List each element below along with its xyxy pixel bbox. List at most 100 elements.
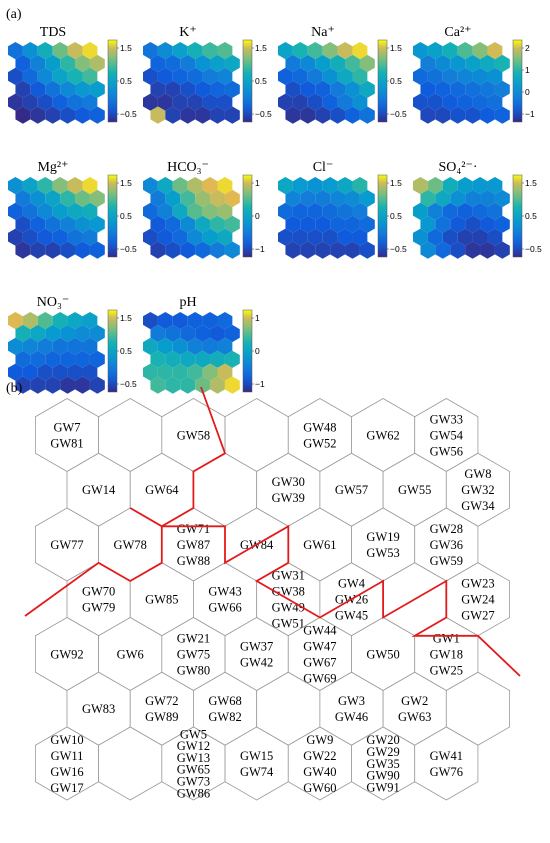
- som-hex-cell: [210, 106, 225, 124]
- som-hex-cell: [195, 376, 211, 394]
- colorbar-tick-label: −0.5: [120, 109, 137, 119]
- som-hex-cell: [480, 241, 495, 259]
- som-hex-cell: [22, 228, 38, 246]
- som-hex-cell: [292, 67, 308, 85]
- sample-label: GW35: [366, 757, 399, 771]
- som-hex-cell: [187, 363, 203, 381]
- som-hex-cell: [435, 54, 451, 73]
- som-hex-cell: [345, 189, 360, 208]
- som-hex-cell: [172, 337, 188, 355]
- som-hex-cell: [172, 202, 188, 220]
- som-hex-cell: [315, 106, 331, 124]
- sample-label: GW47: [303, 639, 336, 653]
- som-hex-cell: [202, 42, 218, 60]
- som-hex-cell: [15, 241, 31, 259]
- som-hex-cell: [224, 80, 240, 98]
- component-plane: pH 1 0 −1: [143, 295, 265, 394]
- som-hex-cell: [300, 106, 316, 124]
- som-hex-cell: [345, 215, 360, 233]
- som-hex-cell: [487, 42, 503, 60]
- som-hex-cell: [8, 177, 23, 195]
- som-hex-cell: [45, 215, 61, 233]
- som-hex-cell: [195, 241, 211, 259]
- som-hex-cell: [60, 54, 76, 73]
- sample-label: GW5: [180, 727, 207, 741]
- map-title: pH: [179, 295, 196, 310]
- som-hex-cell: [224, 215, 240, 233]
- som-hex-cell: [30, 215, 46, 233]
- colorbar: [512, 174, 523, 258]
- som-hex-cell: [472, 42, 488, 60]
- som-hex-cell: [413, 93, 428, 111]
- som-hex-cell: [442, 202, 458, 220]
- som-hex-cell: [442, 93, 458, 111]
- sample-label: GW36: [430, 538, 463, 552]
- som-hex-cell: [67, 93, 83, 111]
- sample-label: GW33: [430, 412, 463, 426]
- colorbar-tick-label: 0.5: [390, 76, 402, 86]
- som-hex-cell: [494, 241, 510, 259]
- colorbar-tick-label: 0.5: [120, 211, 132, 221]
- som-hex-cell: [52, 363, 68, 381]
- sample-label: GW1: [433, 631, 460, 645]
- som-hex-cell: [82, 337, 98, 355]
- sample-label: GW39: [272, 491, 305, 505]
- sample-label: GW10: [50, 733, 83, 747]
- colorbar-tick-label: 1.5: [120, 313, 132, 323]
- som-node: GW21 GW75 GW80: [161, 617, 226, 691]
- sample-label: GW75: [177, 647, 210, 661]
- som-hex-cell: [89, 350, 105, 368]
- som-hex-cell: [487, 228, 503, 246]
- colorbar-tick-label: −1: [255, 379, 265, 389]
- sample-label: GW49: [272, 601, 305, 615]
- sample-label: GW51: [272, 617, 305, 631]
- sample-label: GW82: [208, 710, 241, 724]
- colorbar-tick-label: 1: [255, 178, 260, 188]
- sample-label: GW2: [401, 694, 428, 708]
- colorbar-tick-label: 0.5: [390, 211, 402, 221]
- som-hex-cell: [413, 177, 428, 195]
- som-hex-cell: [322, 202, 338, 220]
- colorbar-tick-label: 1: [525, 65, 530, 75]
- som-hex-cell: [345, 241, 360, 259]
- som-hex-cell: [187, 312, 203, 330]
- som-hex-cell: [60, 241, 76, 259]
- som-hex-cell: [307, 177, 323, 195]
- som-hex-cell: [202, 337, 218, 355]
- som-hex-cell: [15, 80, 31, 98]
- colorbar: [107, 39, 118, 123]
- sample-label: GW85: [145, 593, 178, 607]
- som-hex-cell: [442, 228, 458, 246]
- som-hex-cell: [352, 202, 368, 220]
- som-hex-cell: [45, 54, 61, 73]
- som-hex-cell: [487, 177, 503, 195]
- sample-label: GW81: [50, 436, 83, 450]
- panel-b-som-grid: GW7 GW81 GW58 GW48 GW52 GW62 GW33 GW54 GW56 GW14 G…: [24, 386, 521, 801]
- som-hex-cell: [15, 215, 31, 233]
- som-hex-cell: [202, 93, 218, 111]
- som-hex-cell: [187, 228, 203, 246]
- panel-b-label: (b): [6, 381, 23, 396]
- component-plane: TDS 1.5 0.5 −0.5: [8, 25, 137, 124]
- som-hex-cell: [165, 215, 181, 233]
- sample-label: GW64: [145, 483, 179, 497]
- som-node: GW41 GW76: [414, 726, 479, 801]
- som-hex-cell: [60, 376, 76, 394]
- som-hex-cell: [480, 106, 495, 124]
- som-hex-cell: [8, 42, 23, 60]
- som-hex-cell: [307, 93, 323, 111]
- som-hex-cell: [202, 67, 218, 85]
- som-hex-cell: [457, 228, 473, 246]
- som-hex-cell: [217, 202, 233, 220]
- som-hex-cell: [22, 337, 38, 355]
- panel-a-component-planes: TDS 1.5 0.5 −0.5 K⁺ 1.5 0.5 −0.5 Na⁺ 1.5 0.5 −0.5 Ca…: [8, 25, 542, 394]
- sample-label: GW43: [208, 585, 241, 599]
- som-hex-cell: [457, 67, 473, 85]
- som-node: GW83: [66, 671, 131, 746]
- panel-a-label: (a): [6, 7, 22, 22]
- som-hex-cell: [165, 54, 181, 73]
- som-hex-cell: [8, 228, 23, 246]
- som-hex-cell: [67, 363, 83, 381]
